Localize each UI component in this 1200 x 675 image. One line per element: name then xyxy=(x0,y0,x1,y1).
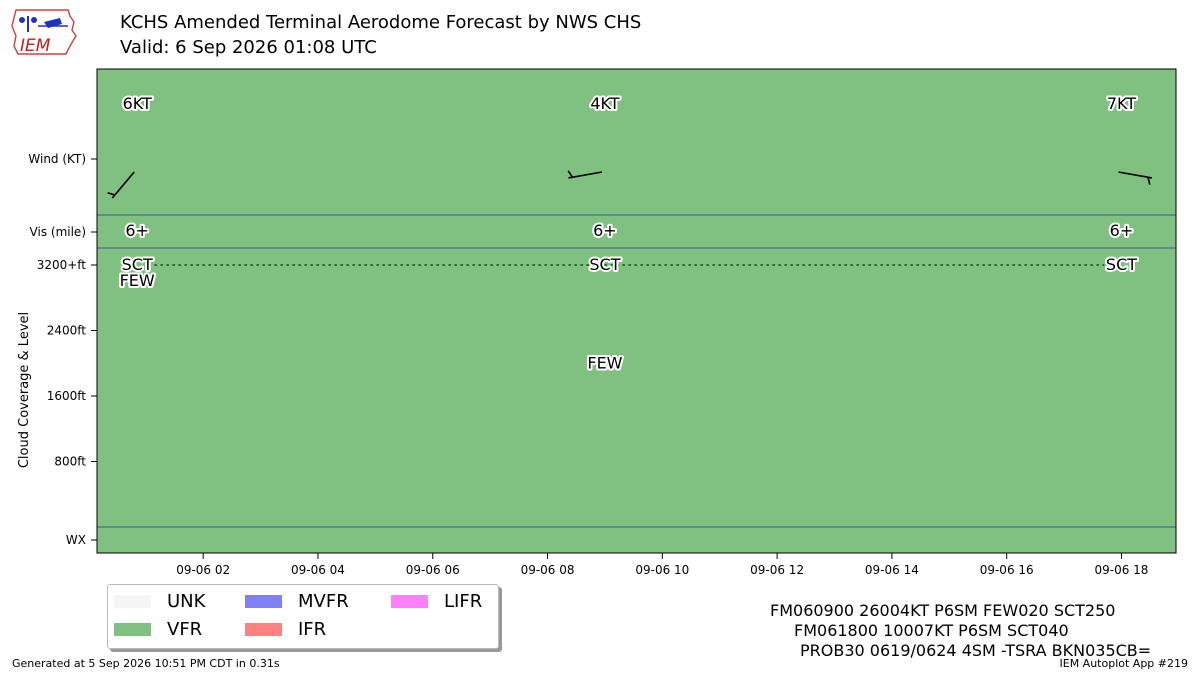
y-label-wind: Wind (KT) xyxy=(28,152,86,166)
legend-item-unk: UNK xyxy=(114,591,205,612)
visibility-label: 6+ xyxy=(125,221,149,240)
wind-barb-feather xyxy=(107,192,116,196)
x-tick-label: 09-06 02 xyxy=(176,563,230,577)
raw-taf-line: FM060900 26004KT P6SM FEW020 SCT250 xyxy=(770,601,1116,620)
cloud-cover-label: SCT xyxy=(589,255,620,274)
legend-item-mvfr: MVFR xyxy=(245,591,349,612)
wind-barb-staff xyxy=(1118,171,1153,179)
wind-barb-staff xyxy=(568,171,603,179)
x-tick-label: 09-06 04 xyxy=(291,563,345,577)
wind-speed-label: 7KT xyxy=(1107,94,1136,113)
cloud-cover-label: FEW xyxy=(587,353,622,372)
flight-category-fill xyxy=(97,69,1176,553)
visibility-label-halo: 6+ xyxy=(125,221,149,240)
legend: UNK MVFR LIFR VFR IFR xyxy=(107,584,499,649)
weather-instruments-icon xyxy=(19,16,68,32)
wind-barb-feather xyxy=(567,170,574,178)
cloud-cover-label-halo: SCT xyxy=(122,255,153,274)
visibility-label: 6+ xyxy=(593,221,617,240)
plot-frame xyxy=(96,68,1177,554)
visibility-label-halo: 6+ xyxy=(593,221,617,240)
legend-swatch-ifr xyxy=(245,623,282,636)
visibility-label: 6+ xyxy=(1110,221,1134,240)
cloud-cover-label: FEW xyxy=(120,271,155,290)
legend-swatch-vfr xyxy=(114,623,151,636)
generated-timestamp: Generated at 5 Sep 2026 10:51 PM CDT in … xyxy=(12,657,280,670)
wind-speed-label-halo: 7KT xyxy=(1107,94,1136,113)
wind-speed-label: 4KT xyxy=(590,94,619,113)
y-label-wx: WX xyxy=(66,533,86,547)
x-tick-label: 09-06 16 xyxy=(980,563,1034,577)
raw-taf-line: PROB30 0619/0624 4SM -TSRA BKN035CB= xyxy=(800,641,1152,660)
iem-logo: IEM xyxy=(11,9,77,56)
legend-label-vfr: VFR xyxy=(167,619,203,640)
legend-item-vfr: VFR xyxy=(114,619,202,640)
y-label-vis: Vis (mile) xyxy=(30,225,86,239)
legend-swatch-mvfr xyxy=(245,595,282,608)
legend-swatch-unk xyxy=(114,595,151,608)
legend-label-ifr: IFR xyxy=(298,619,327,640)
chart-subtitle: Valid: 6 Sep 2026 01:08 UTC xyxy=(120,37,377,58)
x-tick-label: 09-06 10 xyxy=(635,563,689,577)
y-tick-label-cloud: 800ft xyxy=(54,455,86,469)
x-tick-label: 09-06 12 xyxy=(750,563,804,577)
y-tick-label-cloud: 1600ft xyxy=(47,389,87,403)
cloud-cover-label-halo: FEW xyxy=(587,353,622,372)
x-tick-label: 09-06 08 xyxy=(521,563,575,577)
x-tick-label: 09-06 18 xyxy=(1094,563,1148,577)
cloud-cover-label-halo: SCT xyxy=(589,255,620,274)
y-tick-label-cloud: 2400ft xyxy=(47,324,87,338)
taf-chart: 09-06 02 09-06 04 09-06 06 09-06 08 09-06 10… xyxy=(17,68,1177,577)
logo-text: IEM xyxy=(20,36,51,56)
cloud-cover-label: SCT xyxy=(1106,255,1137,274)
legend-item-ifr: IFR xyxy=(245,619,326,640)
legend-label-lifr: LIFR xyxy=(444,591,483,612)
cloud-cover-label-halo: FEW xyxy=(120,271,155,290)
cloud-cover-label: SCT xyxy=(122,255,153,274)
app-id: IEM Autoplot App #219 xyxy=(1059,657,1189,670)
legend-label-unk: UNK xyxy=(167,591,206,612)
raw-taf-line: FM061800 10007KT P6SM SCT040 xyxy=(794,621,1069,640)
y-tick-label-cloud: 3200+ft xyxy=(37,258,87,272)
legend-label-mvfr: MVFR xyxy=(298,591,349,612)
wind-barb-feather xyxy=(1147,177,1151,185)
visibility-label-halo: 6+ xyxy=(1110,221,1134,240)
cloud-cover-label-halo: SCT xyxy=(1106,255,1137,274)
wind-barb-staff xyxy=(111,171,135,199)
wind-speed-label-halo: 6KT xyxy=(123,94,152,113)
x-tick-label: 09-06 14 xyxy=(865,563,919,577)
chart-title: KCHS Amended Terminal Aerodome Forecast … xyxy=(120,12,642,33)
legend-item-lifr: LIFR xyxy=(391,591,482,612)
wind-speed-label: 6KT xyxy=(123,94,152,113)
x-tick-label: 09-06 06 xyxy=(406,563,460,577)
y-axis-title: Cloud Coverage & Level xyxy=(17,312,32,468)
legend-swatch-lifr xyxy=(391,595,428,608)
wind-speed-label-halo: 4KT xyxy=(590,94,619,113)
